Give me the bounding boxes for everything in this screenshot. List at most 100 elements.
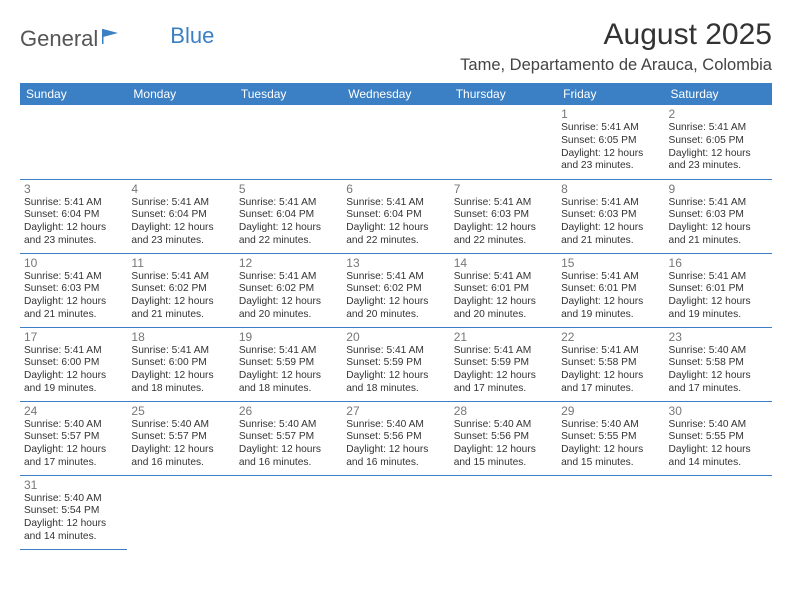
calendar-cell-empty <box>450 475 557 549</box>
day-info: Sunrise: 5:41 AMSunset: 6:00 PMDaylight:… <box>24 345 123 396</box>
calendar-cell: 28Sunrise: 5:40 AMSunset: 5:56 PMDayligh… <box>450 401 557 475</box>
day-info: Sunrise: 5:40 AMSunset: 5:56 PMDaylight:… <box>346 419 445 470</box>
day-number: 20 <box>346 330 445 344</box>
day-number: 24 <box>24 404 123 418</box>
calendar-row: 24Sunrise: 5:40 AMSunset: 5:57 PMDayligh… <box>20 401 772 475</box>
day-number: 17 <box>24 330 123 344</box>
day-number: 2 <box>669 107 768 121</box>
calendar-cell: 4Sunrise: 5:41 AMSunset: 6:04 PMDaylight… <box>127 179 234 253</box>
day-number: 22 <box>561 330 660 344</box>
calendar-cell: 5Sunrise: 5:41 AMSunset: 6:04 PMDaylight… <box>235 179 342 253</box>
day-number: 4 <box>131 182 230 196</box>
calendar-cell: 13Sunrise: 5:41 AMSunset: 6:02 PMDayligh… <box>342 253 449 327</box>
day-number: 12 <box>239 256 338 270</box>
day-number: 9 <box>669 182 768 196</box>
day-info: Sunrise: 5:41 AMSunset: 6:04 PMDaylight:… <box>346 197 445 248</box>
calendar-cell: 25Sunrise: 5:40 AMSunset: 5:57 PMDayligh… <box>127 401 234 475</box>
calendar-cell-empty <box>127 105 234 179</box>
location: Tame, Departamento de Arauca, Colombia <box>460 56 772 75</box>
day-info: Sunrise: 5:41 AMSunset: 6:02 PMDaylight:… <box>346 271 445 322</box>
calendar-cell: 21Sunrise: 5:41 AMSunset: 5:59 PMDayligh… <box>450 327 557 401</box>
day-number: 18 <box>131 330 230 344</box>
calendar-cell-empty <box>235 105 342 179</box>
day-number: 29 <box>561 404 660 418</box>
calendar-cell-empty <box>450 105 557 179</box>
calendar-cell: 3Sunrise: 5:41 AMSunset: 6:04 PMDaylight… <box>20 179 127 253</box>
day-info: Sunrise: 5:40 AMSunset: 5:58 PMDaylight:… <box>669 345 768 396</box>
day-info: Sunrise: 5:40 AMSunset: 5:57 PMDaylight:… <box>24 419 123 470</box>
calendar-cell: 26Sunrise: 5:40 AMSunset: 5:57 PMDayligh… <box>235 401 342 475</box>
calendar-cell-empty <box>557 475 664 549</box>
day-number: 23 <box>669 330 768 344</box>
day-header: Thursday <box>450 83 557 105</box>
day-number: 25 <box>131 404 230 418</box>
day-number: 11 <box>131 256 230 270</box>
calendar-row: 1Sunrise: 5:41 AMSunset: 6:05 PMDaylight… <box>20 105 772 179</box>
day-number: 19 <box>239 330 338 344</box>
day-header: Saturday <box>665 83 772 105</box>
calendar-body: 1Sunrise: 5:41 AMSunset: 6:05 PMDaylight… <box>20 105 772 549</box>
day-number: 13 <box>346 256 445 270</box>
day-info: Sunrise: 5:41 AMSunset: 6:04 PMDaylight:… <box>131 197 230 248</box>
day-info: Sunrise: 5:41 AMSunset: 6:04 PMDaylight:… <box>24 197 123 248</box>
day-info: Sunrise: 5:40 AMSunset: 5:57 PMDaylight:… <box>131 419 230 470</box>
calendar-cell: 31Sunrise: 5:40 AMSunset: 5:54 PMDayligh… <box>20 475 127 549</box>
day-info: Sunrise: 5:40 AMSunset: 5:57 PMDaylight:… <box>239 419 338 470</box>
calendar-cell: 20Sunrise: 5:41 AMSunset: 5:59 PMDayligh… <box>342 327 449 401</box>
flag-icon <box>100 27 122 45</box>
logo-text-1: General <box>20 26 98 52</box>
day-info: Sunrise: 5:40 AMSunset: 5:54 PMDaylight:… <box>24 493 123 544</box>
day-header: Sunday <box>20 83 127 105</box>
day-number: 8 <box>561 182 660 196</box>
calendar-row: 10Sunrise: 5:41 AMSunset: 6:03 PMDayligh… <box>20 253 772 327</box>
month-title: August 2025 <box>460 18 772 52</box>
day-number: 27 <box>346 404 445 418</box>
day-number: 10 <box>24 256 123 270</box>
day-info: Sunrise: 5:41 AMSunset: 6:03 PMDaylight:… <box>454 197 553 248</box>
day-info: Sunrise: 5:41 AMSunset: 6:01 PMDaylight:… <box>561 271 660 322</box>
day-number: 14 <box>454 256 553 270</box>
day-info: Sunrise: 5:41 AMSunset: 6:01 PMDaylight:… <box>454 271 553 322</box>
calendar-row: 3Sunrise: 5:41 AMSunset: 6:04 PMDaylight… <box>20 179 772 253</box>
day-number: 21 <box>454 330 553 344</box>
day-number: 5 <box>239 182 338 196</box>
day-info: Sunrise: 5:41 AMSunset: 6:04 PMDaylight:… <box>239 197 338 248</box>
calendar-cell: 2Sunrise: 5:41 AMSunset: 6:05 PMDaylight… <box>665 105 772 179</box>
day-number: 26 <box>239 404 338 418</box>
calendar-table: SundayMondayTuesdayWednesdayThursdayFrid… <box>20 83 772 550</box>
calendar-cell: 9Sunrise: 5:41 AMSunset: 6:03 PMDaylight… <box>665 179 772 253</box>
calendar-cell: 19Sunrise: 5:41 AMSunset: 5:59 PMDayligh… <box>235 327 342 401</box>
calendar-cell: 11Sunrise: 5:41 AMSunset: 6:02 PMDayligh… <box>127 253 234 327</box>
day-number: 31 <box>24 478 123 492</box>
day-info: Sunrise: 5:41 AMSunset: 6:03 PMDaylight:… <box>669 197 768 248</box>
day-number: 3 <box>24 182 123 196</box>
calendar-row: 31Sunrise: 5:40 AMSunset: 5:54 PMDayligh… <box>20 475 772 549</box>
calendar-cell: 1Sunrise: 5:41 AMSunset: 6:05 PMDaylight… <box>557 105 664 179</box>
day-info: Sunrise: 5:41 AMSunset: 6:03 PMDaylight:… <box>24 271 123 322</box>
calendar-cell-empty <box>20 105 127 179</box>
day-header: Tuesday <box>235 83 342 105</box>
day-header: Monday <box>127 83 234 105</box>
calendar-cell-empty <box>665 475 772 549</box>
day-info: Sunrise: 5:41 AMSunset: 6:01 PMDaylight:… <box>669 271 768 322</box>
day-info: Sunrise: 5:41 AMSunset: 5:59 PMDaylight:… <box>454 345 553 396</box>
day-number: 1 <box>561 107 660 121</box>
calendar-cell: 29Sunrise: 5:40 AMSunset: 5:55 PMDayligh… <box>557 401 664 475</box>
day-number: 28 <box>454 404 553 418</box>
calendar-cell: 10Sunrise: 5:41 AMSunset: 6:03 PMDayligh… <box>20 253 127 327</box>
calendar-cell: 6Sunrise: 5:41 AMSunset: 6:04 PMDaylight… <box>342 179 449 253</box>
calendar-cell: 12Sunrise: 5:41 AMSunset: 6:02 PMDayligh… <box>235 253 342 327</box>
calendar-cell-empty <box>342 475 449 549</box>
day-info: Sunrise: 5:41 AMSunset: 6:02 PMDaylight:… <box>239 271 338 322</box>
calendar-cell: 7Sunrise: 5:41 AMSunset: 6:03 PMDaylight… <box>450 179 557 253</box>
day-header: Friday <box>557 83 664 105</box>
calendar-cell: 22Sunrise: 5:41 AMSunset: 5:58 PMDayligh… <box>557 327 664 401</box>
calendar-cell: 27Sunrise: 5:40 AMSunset: 5:56 PMDayligh… <box>342 401 449 475</box>
day-info: Sunrise: 5:40 AMSunset: 5:56 PMDaylight:… <box>454 419 553 470</box>
day-info: Sunrise: 5:41 AMSunset: 6:00 PMDaylight:… <box>131 345 230 396</box>
calendar-cell: 18Sunrise: 5:41 AMSunset: 6:00 PMDayligh… <box>127 327 234 401</box>
calendar-row: 17Sunrise: 5:41 AMSunset: 6:00 PMDayligh… <box>20 327 772 401</box>
calendar-cell: 17Sunrise: 5:41 AMSunset: 6:00 PMDayligh… <box>20 327 127 401</box>
calendar-header-row: SundayMondayTuesdayWednesdayThursdayFrid… <box>20 83 772 105</box>
day-info: Sunrise: 5:41 AMSunset: 6:02 PMDaylight:… <box>131 271 230 322</box>
